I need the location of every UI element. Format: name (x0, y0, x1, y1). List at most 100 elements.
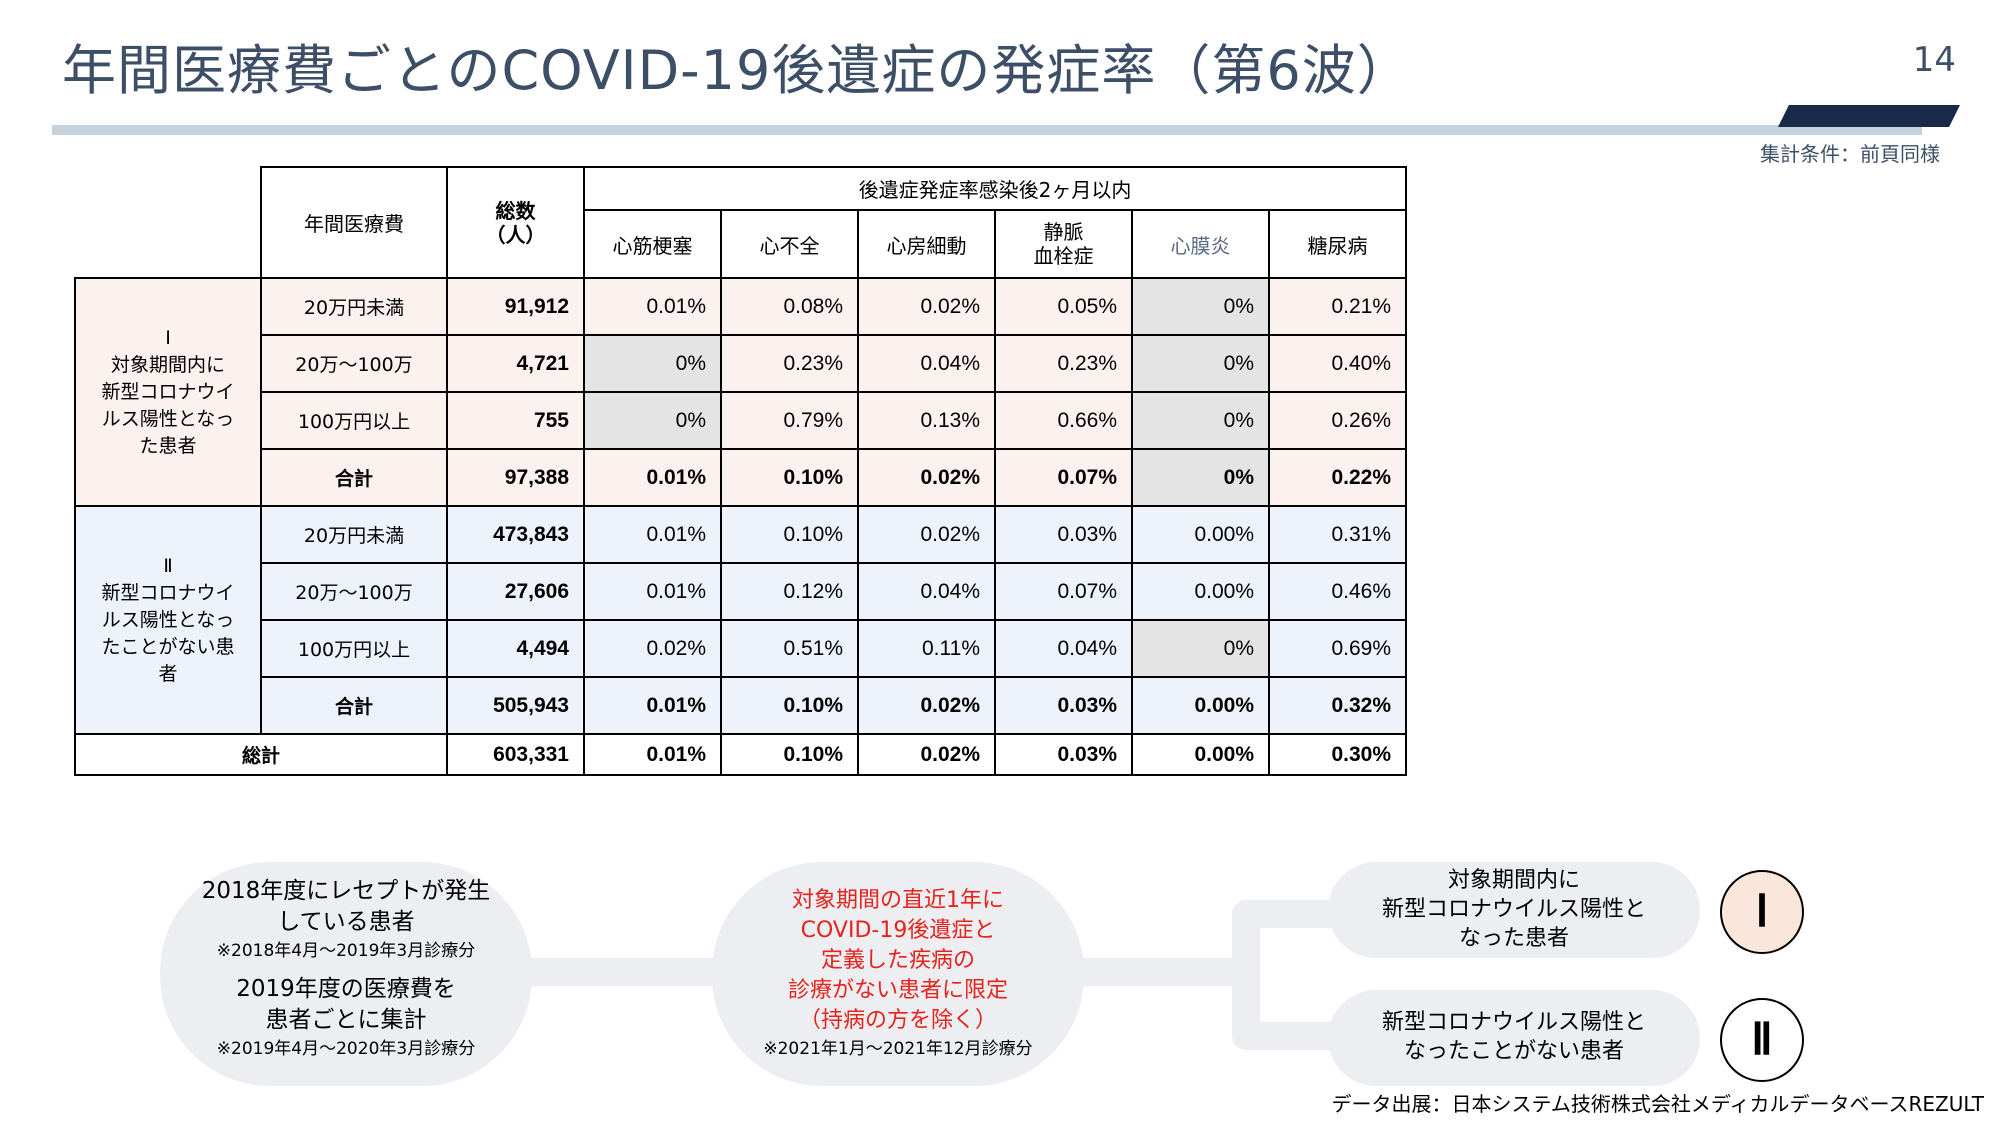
rate-cell: 0.07% (994, 448, 1133, 507)
exclusion-line-2: COVID-19後遺症と (800, 918, 996, 943)
group-1-badge: Ⅰ (1720, 870, 1804, 954)
rate-cell: 0.03% (994, 676, 1133, 735)
group-2-box: 新型コロナウイルス陽性と なったことがない患者 (1328, 990, 1700, 1086)
rate-cell: 0.02% (857, 277, 996, 336)
rate-cell: 0.00% (1131, 505, 1270, 564)
rate-cell: 0.02% (857, 676, 996, 735)
incidence-table: 年間医療費 総数 （人） 後遺症発症率感染後2ヶ月以内 心筋梗塞 心不全 心房細… (74, 166, 1407, 776)
subtotal-row: 合計 97,388 0.01% 0.10% 0.02% 0.07% 0% 0.2… (75, 448, 1407, 507)
rate-cell: 0% (583, 334, 722, 393)
rate-cell: 0.03% (994, 505, 1133, 564)
table-row: Ⅰ 対象期間内に 新型コロナウイ ルス陽性となっ た患者 20万円未満 91,9… (74, 277, 1407, 507)
group-1-box: 対象期間内に 新型コロナウイルス陽性と なった患者 (1328, 862, 1700, 958)
title-underline (52, 125, 1922, 135)
data-source-note: データ出展：日本システム技術株式会社メディカルデータベースREZULT (1331, 1092, 1984, 1116)
group-2-line-1: 新型コロナウイルス陽性と (1381, 1010, 1646, 1035)
source-line-2: している患者 (277, 909, 415, 935)
rate-cell: 0.69% (1268, 619, 1407, 678)
grand-total-label: 総計 (74, 733, 448, 776)
rate-cell: 0.04% (994, 619, 1133, 678)
rate-cell: 0.26% (1268, 391, 1407, 450)
rate-cell: 0.23% (720, 334, 859, 393)
rate-cell: 0.08% (720, 277, 859, 336)
row-cost: 20万～100万 (260, 562, 448, 621)
rate-cell: 0.01% (583, 505, 722, 564)
group-2-badge: Ⅱ (1720, 998, 1804, 1082)
row-cost: 20万円未満 (260, 505, 448, 564)
rate-cell: 0.79% (720, 391, 859, 450)
rate-cell: 0.01% (583, 733, 722, 776)
rate-cell: 0.04% (857, 562, 996, 621)
row-cost: 100万円以上 (260, 391, 448, 450)
table-row: Ⅱ 新型コロナウイ ルス陽性となっ たことがない患 者 20万円未満 473,8… (74, 505, 1407, 735)
table-row: 20万～100万 27,606 0.01% 0.12% 0.04% 0.07% … (75, 562, 1407, 621)
table-row: 100万円以上 755 0% 0.79% 0.13% 0.66% 0% 0.26… (75, 391, 1407, 450)
row-cost: 100万円以上 (260, 619, 448, 678)
grand-total-count: 603,331 (446, 733, 585, 776)
rate-cell: 0.07% (994, 562, 1133, 621)
flow-connector-left (520, 958, 720, 986)
row-total: 473,843 (446, 505, 585, 564)
rate-cell: 0.13% (857, 391, 996, 450)
rate-cell: 0% (1131, 277, 1270, 336)
rate-cell: 0.32% (1268, 676, 1407, 735)
exclusion-line-1: 対象期間の直近1年に (792, 888, 1004, 913)
subtotal-label: 合計 (260, 448, 448, 507)
rate-cell: 0.10% (720, 505, 859, 564)
row-total: 27,606 (446, 562, 585, 621)
rate-cell: 0.00% (1131, 562, 1270, 621)
row-total: 4,494 (446, 619, 585, 678)
group-1-line-3: なった患者 (1458, 926, 1569, 951)
source-line-3: 2019年度の医療費を (236, 976, 456, 1002)
subtotal-total: 505,943 (446, 676, 585, 735)
exclusion-line-3: 定義した疾病の (820, 948, 975, 973)
subtotal-row: 合計 505,943 0.01% 0.10% 0.02% 0.03% 0.00%… (75, 676, 1407, 735)
rate-cell: 0% (583, 391, 722, 450)
row-total: 4,721 (446, 334, 585, 393)
rate-cell: 0.03% (994, 733, 1133, 776)
rate-cell: 0.02% (857, 733, 996, 776)
page-number: 14 (1912, 40, 1956, 80)
header-disease-4: 心膜炎 (1131, 209, 1270, 279)
rate-cell: 0% (1131, 619, 1270, 678)
header-sequela-group: 後遺症発症率感染後2ヶ月以内 (583, 166, 1407, 211)
rate-cell: 0.30% (1268, 733, 1407, 776)
exclusion-note: ※2021年1月～2021年12月診療分 (763, 1039, 1033, 1059)
rate-cell: 0.10% (720, 448, 859, 507)
table-corner (75, 167, 262, 279)
condition-note: 集計条件：前頁同様 (1760, 142, 1940, 166)
header-disease-3: 静脈 血栓症 (994, 209, 1133, 279)
group-label-1: Ⅰ 対象期間内に 新型コロナウイ ルス陽性となっ た患者 (74, 277, 262, 507)
rate-cell: 0.02% (857, 505, 996, 564)
rate-cell: 0.01% (583, 448, 722, 507)
subtotal-total: 97,388 (446, 448, 585, 507)
rate-cell: 0.01% (583, 277, 722, 336)
rate-cell: 0.05% (994, 277, 1133, 336)
rate-cell: 0.10% (720, 733, 859, 776)
source-line-1: 2018年度にレセプトが発生 (201, 878, 491, 904)
rate-cell: 0.51% (720, 619, 859, 678)
row-total: 91,912 (446, 277, 585, 336)
source-criteria-box: 2018年度にレセプトが発生 している患者 ※2018年4月～2019年3月診療… (160, 862, 532, 1086)
rate-cell: 0.10% (720, 676, 859, 735)
header-disease-5: 糖尿病 (1268, 209, 1407, 279)
table-row: 100万円以上 4,494 0.02% 0.51% 0.11% 0.04% 0%… (75, 619, 1407, 678)
source-note-2: ※2019年4月～2020年3月診療分 (216, 1039, 476, 1059)
row-total: 755 (446, 391, 585, 450)
rate-cell: 0% (1131, 391, 1270, 450)
header-total: 総数 （人） (446, 166, 585, 279)
rate-cell: 0.31% (1268, 505, 1407, 564)
header-disease-2: 心房細動 (857, 209, 996, 279)
rate-cell: 0.01% (583, 676, 722, 735)
rate-cell: 0.00% (1131, 733, 1270, 776)
group-label-2: Ⅱ 新型コロナウイ ルス陽性となっ たことがない患 者 (74, 505, 262, 735)
rate-cell: 0.46% (1268, 562, 1407, 621)
rate-cell: 0.12% (720, 562, 859, 621)
exclusion-line-5: （持病の方を除く） (798, 1008, 997, 1033)
rate-cell: 0% (1131, 448, 1270, 507)
page-title: 年間医療費ごとのCOVID-19後遺症の発症率（第6波） (62, 39, 1412, 102)
rate-cell: 0.21% (1268, 277, 1407, 336)
rate-cell: 0.01% (583, 562, 722, 621)
source-note-1: ※2018年4月～2019年3月診療分 (216, 941, 476, 961)
flow-connector-middle (1075, 958, 1255, 986)
